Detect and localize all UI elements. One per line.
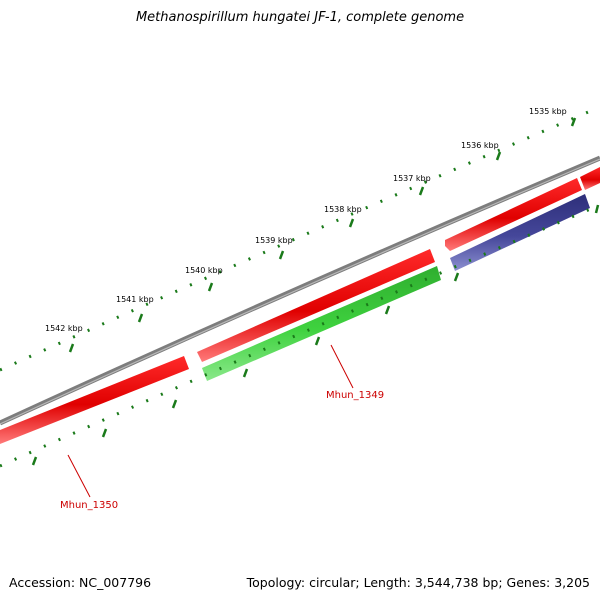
gene-label-mhun-1350[interactable]: Mhun_1350	[60, 500, 118, 511]
inner-major-tick-4	[314, 336, 321, 346]
tick-label-1542: 1542 kbp	[45, 324, 83, 333]
feature-forward-1[interactable]	[580, 167, 600, 190]
tick-label-1540: 1540 kbp	[185, 266, 223, 275]
gene-label-mhun-1349[interactable]: Mhun_1349	[326, 390, 384, 401]
feature-reverse-mhun-1349[interactable]	[202, 266, 441, 381]
major-tick-1542	[68, 343, 75, 353]
major-tick-1536	[495, 151, 502, 161]
tick-label-1538: 1538 kbp	[324, 205, 362, 214]
genome-backbone-highlight	[0, 158, 600, 425]
tick-label-1536: 1536 kbp	[461, 141, 499, 150]
genome-summary-text: Topology: circular; Length: 3,544,738 bp…	[246, 575, 590, 590]
genome-backbone	[0, 155, 600, 426]
inner-major-tick-7	[101, 428, 108, 438]
tick-label-1539: 1539 kbp	[255, 236, 293, 245]
feature-forward-2[interactable]	[445, 178, 582, 251]
major-tick-1535	[570, 117, 577, 127]
tick-label-1535: 1535 kbp	[529, 107, 567, 116]
major-tick-1541	[137, 313, 144, 323]
inner-major-tick-2	[453, 272, 460, 282]
inner-major-tick-8	[31, 456, 38, 466]
major-tick-1537	[418, 186, 425, 196]
inner-major-tick-3	[384, 305, 391, 315]
ruler-major-ticks	[68, 117, 577, 353]
ruler-tick-labels: 1535 kbp 1536 kbp 1537 kbp 1538 kbp 1539…	[45, 107, 567, 333]
feature-other-blue[interactable]	[450, 194, 590, 271]
inner-major-tick-5	[242, 368, 249, 378]
major-tick-1538	[348, 218, 355, 228]
accession-text: Accession: NC_007796	[9, 575, 152, 590]
major-tick-1540	[207, 282, 214, 292]
inner-major-tick-1	[594, 204, 600, 214]
tick-label-1537: 1537 kbp	[393, 174, 431, 183]
callout-line-mhun-1350	[67, 454, 91, 498]
map-title: Methanospirillum hungatei JF-1, complete…	[135, 10, 465, 25]
feature-forward-3[interactable]	[197, 249, 435, 362]
callout-line-mhun-1349	[330, 344, 354, 389]
tick-label-1541: 1541 kbp	[116, 295, 154, 304]
inner-ruler-major-ticks	[31, 204, 600, 466]
major-tick-1539	[278, 250, 285, 260]
inner-major-tick-6	[171, 399, 178, 409]
feature-forward-mhun-1350[interactable]	[0, 356, 189, 444]
